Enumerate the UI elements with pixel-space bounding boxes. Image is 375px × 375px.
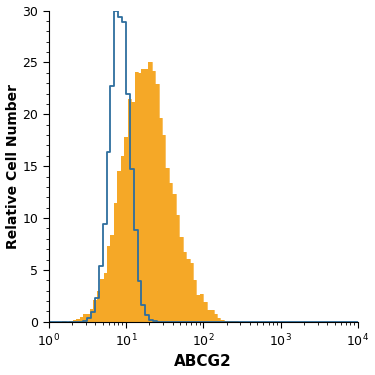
Y-axis label: Relative Cell Number: Relative Cell Number — [6, 84, 20, 249]
X-axis label: ABCG2: ABCG2 — [174, 354, 232, 369]
